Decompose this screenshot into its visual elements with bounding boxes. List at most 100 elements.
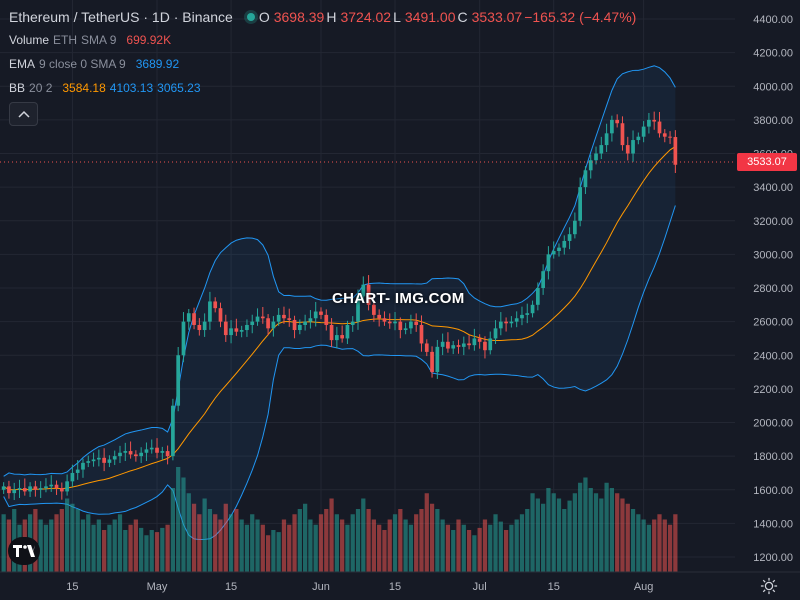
volume-bar (292, 514, 297, 572)
bollinger-bands (3, 65, 676, 541)
last-price-label: 3533.07 (737, 153, 797, 171)
candle-body (118, 452, 122, 457)
candle-body (176, 355, 181, 406)
volume-bar (244, 524, 250, 572)
candle-body (446, 341, 450, 349)
price-tick-label: 4200.00 (753, 48, 793, 60)
ema-value: 3689.92 (135, 57, 180, 71)
time-tick-label: May (147, 581, 168, 593)
collapse-legend-button[interactable] (9, 102, 38, 126)
candle-body (662, 133, 667, 137)
volume-bar (493, 514, 498, 572)
candle-body (398, 321, 403, 331)
volume-bar (234, 509, 239, 572)
candle-body (223, 321, 228, 336)
candle-body (483, 341, 487, 351)
candle-body (192, 313, 196, 325)
candle-body (107, 459, 112, 463)
volume-bar (392, 514, 398, 572)
volume-bar (160, 527, 165, 572)
volume-bar (59, 509, 64, 572)
candle-body (393, 321, 397, 324)
volume-unit: ETH (53, 33, 78, 47)
candle-body (594, 153, 598, 161)
high-label: H (326, 9, 337, 25)
candle-body (652, 119, 657, 122)
candle-body (33, 486, 38, 490)
candle-body (340, 335, 344, 339)
market-status-icon (246, 13, 255, 21)
candle-body (435, 346, 440, 373)
time-tick-label: 15 (389, 581, 401, 593)
volume-bar (176, 467, 181, 572)
candle-body (144, 449, 149, 453)
candle-body (65, 481, 69, 492)
candle-body (59, 488, 64, 492)
tradingview-logo-icon[interactable] (8, 537, 40, 565)
volume-bar (377, 524, 382, 572)
candle-body (673, 137, 678, 165)
volume-bar (86, 514, 91, 572)
volume-bar (329, 498, 334, 572)
volume-bar (75, 509, 80, 572)
candle-body (245, 324, 249, 331)
candle-body (419, 324, 424, 344)
volume-bar (599, 498, 604, 572)
volume-bar (414, 514, 419, 572)
candle-body (1, 486, 6, 490)
legend-volume-row[interactable]: Volume ETH SMA 9 699.92K (9, 33, 175, 47)
candle-body (329, 324, 334, 341)
volume-bar (345, 524, 350, 572)
price-tick-label: 1400.00 (753, 518, 793, 530)
volume-bar (609, 488, 615, 572)
ema-params: 9 close 0 SMA 9 (39, 57, 126, 71)
volume-bar (260, 524, 265, 572)
candle-body (409, 321, 413, 329)
watermark-text: CHART- IMG.COM (332, 290, 465, 307)
volume-bar (287, 524, 292, 572)
volume-bar (667, 524, 673, 572)
candle-body (467, 343, 471, 346)
volume-bar (403, 519, 408, 572)
volume-bar (324, 509, 329, 572)
gear-icon[interactable] (760, 577, 778, 595)
candle-body (610, 119, 614, 134)
volume-bar (54, 514, 59, 572)
price-tick-label: 3000.00 (753, 249, 793, 261)
candle-body (430, 351, 434, 373)
chevron-up-icon (17, 110, 30, 118)
volume-bar (662, 519, 667, 572)
candle-body (567, 234, 572, 241)
symbol-title[interactable]: Ethereum / TetherUS · 1D · Binance (9, 9, 233, 25)
candle-body (186, 313, 191, 322)
volume-bar (551, 493, 556, 572)
candle-body (366, 284, 371, 305)
volume-bar (271, 530, 276, 572)
candle-body (49, 484, 54, 487)
candle-body (578, 187, 583, 221)
candle-body (112, 456, 117, 460)
candle-body (160, 451, 165, 453)
candle-body (38, 488, 43, 490)
candle-body (504, 321, 508, 324)
volume-bar (398, 509, 403, 572)
volume-bar (361, 498, 366, 572)
price-axis: 4400.004200.004000.003800.003600.003400.… (753, 14, 793, 564)
candle-body (403, 328, 408, 331)
legend-ema-row[interactable]: EMA 9 close 0 SMA 9 3689.92 (9, 57, 183, 71)
time-tick-label: Aug (634, 581, 654, 593)
candle-body (424, 343, 429, 352)
volume-bar (1, 514, 6, 572)
candlesticks (1, 111, 678, 501)
tv-logo-glyph (13, 545, 35, 557)
candle-body (525, 313, 530, 315)
volume-bar (588, 488, 593, 572)
legend-bb-row[interactable]: BB 20 2 3584.18 4103.13 3065.23 (9, 81, 205, 95)
price-tick-label: 2200.00 (753, 384, 793, 396)
volume-bar (96, 519, 101, 572)
volume-bar (340, 519, 345, 572)
candle-body (171, 405, 175, 457)
volume-bar (64, 498, 70, 572)
candle-body (625, 145, 630, 154)
